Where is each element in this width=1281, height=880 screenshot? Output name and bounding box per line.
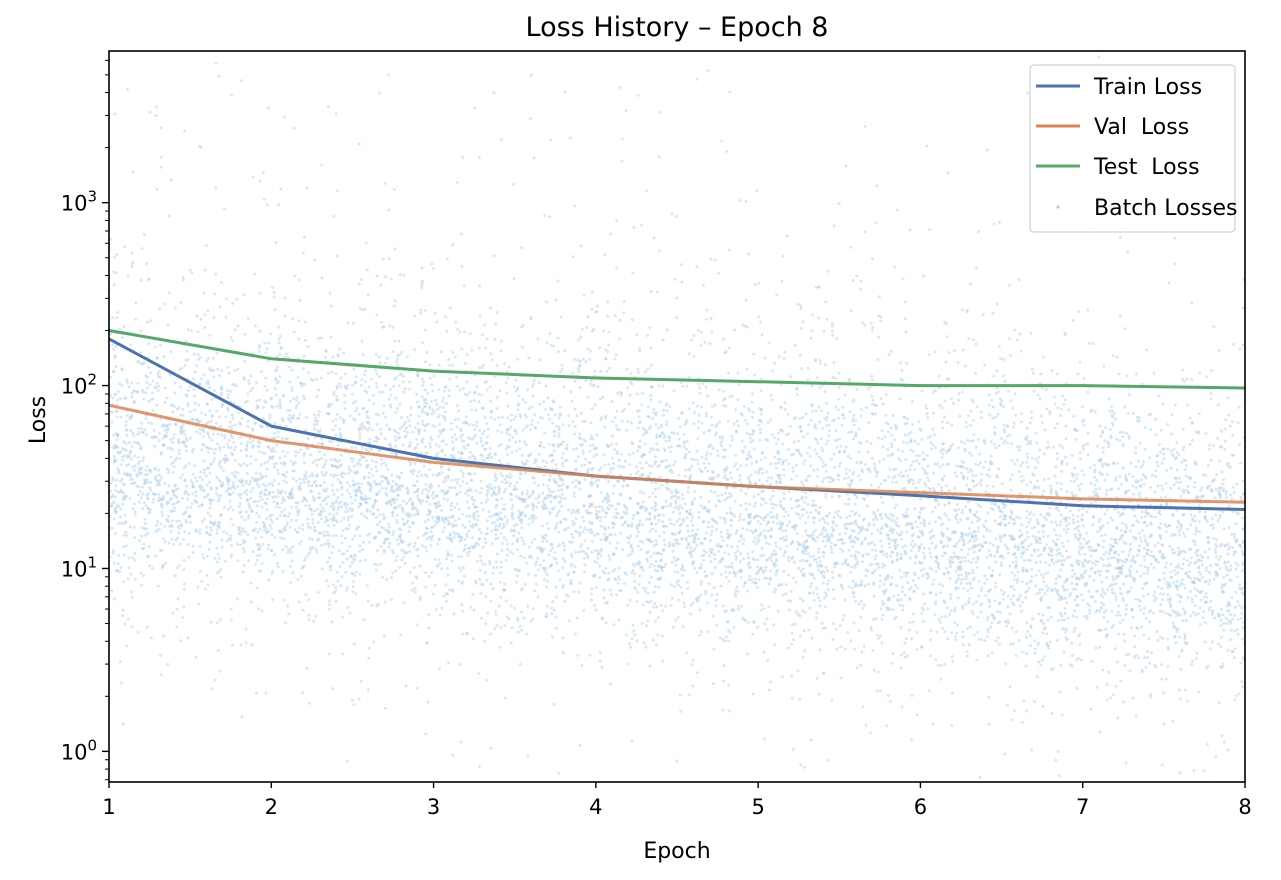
- y-tick-label: 100: [61, 736, 97, 764]
- x-tick-label: 3: [427, 795, 440, 819]
- legend: Train Loss Val Loss Test Loss Batch Loss…: [1030, 65, 1237, 232]
- legend-test-label: Test Loss: [1093, 155, 1200, 180]
- legend-batch-swatch: [1056, 205, 1059, 208]
- legend-batch-label: Batch Losses: [1094, 196, 1237, 221]
- x-tick-label: 4: [589, 795, 602, 819]
- y-tick-label: 103: [61, 188, 97, 216]
- x-tick-label: 5: [751, 795, 764, 819]
- chart-title: Loss History – Epoch 8: [526, 12, 829, 43]
- y-tick-label: 102: [61, 371, 97, 399]
- x-tick-label: 1: [102, 795, 115, 819]
- x-tick-label: 2: [265, 795, 278, 819]
- val-loss-line: [109, 405, 1245, 502]
- x-tick-label: 7: [1076, 795, 1089, 819]
- x-tick-label: 8: [1238, 795, 1251, 819]
- y-tick-label: 101: [61, 553, 97, 581]
- x-axis-label: Epoch: [643, 839, 710, 864]
- legend-train-label: Train Loss: [1093, 75, 1202, 100]
- y-axis-ticks: 100 101 102 103: [61, 60, 109, 779]
- y-axis-label: Loss: [26, 396, 51, 444]
- legend-val-label: Val Loss: [1094, 115, 1189, 140]
- x-axis-ticks: 1 2 3 4 5 6 7 8: [102, 782, 1251, 819]
- x-tick-label: 6: [914, 795, 927, 819]
